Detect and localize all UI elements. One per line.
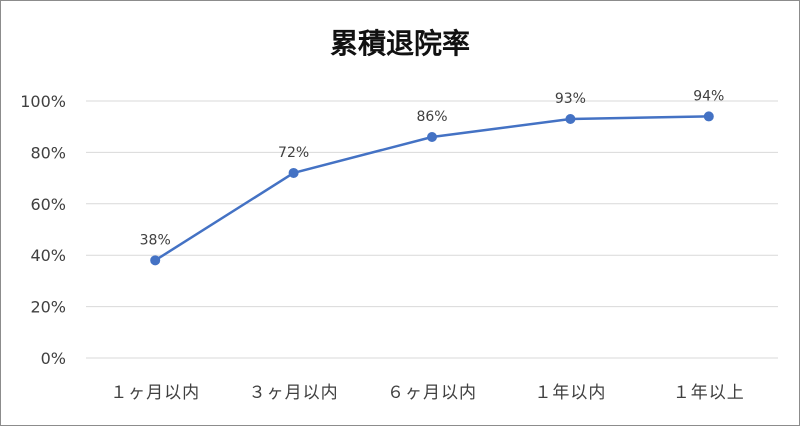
x-axis-labels: １ヶ月以内 ３ヶ月以内 ６ヶ月以内 １年以内 １年以上: [110, 383, 745, 403]
chart-title: 累積退院率: [329, 27, 470, 60]
x-tick-label: １年以内: [534, 383, 606, 403]
y-tick-label: 80%: [30, 143, 66, 162]
gridlines: [86, 100, 778, 359]
data-label: 72%: [278, 145, 309, 161]
data-label: 93%: [555, 91, 586, 107]
x-tick-label: ３ヶ月以内: [249, 383, 339, 403]
data-point: [427, 131, 437, 142]
x-tick-label: １年以上: [673, 383, 745, 403]
y-tick-label: 40%: [30, 246, 66, 265]
data-label: 86%: [416, 109, 447, 125]
y-tick-label: 20%: [30, 298, 66, 317]
data-point: [288, 167, 299, 178]
series-group: 38% 72% 86% 93% 94%: [140, 88, 724, 266]
y-tick-label: 0%: [41, 349, 66, 368]
data-point: [150, 255, 161, 266]
data-point: [565, 113, 576, 124]
data-label: 38%: [140, 232, 171, 248]
y-axis-labels: 0% 20% 40% 60% 80% 100%: [20, 92, 66, 368]
x-tick-label: ６ヶ月以内: [387, 383, 477, 403]
data-label: 94%: [693, 88, 724, 104]
data-point: [703, 111, 714, 122]
y-tick-label: 60%: [30, 195, 66, 214]
x-tick-label: １ヶ月以内: [110, 383, 200, 403]
y-tick-label: 100%: [20, 92, 66, 111]
